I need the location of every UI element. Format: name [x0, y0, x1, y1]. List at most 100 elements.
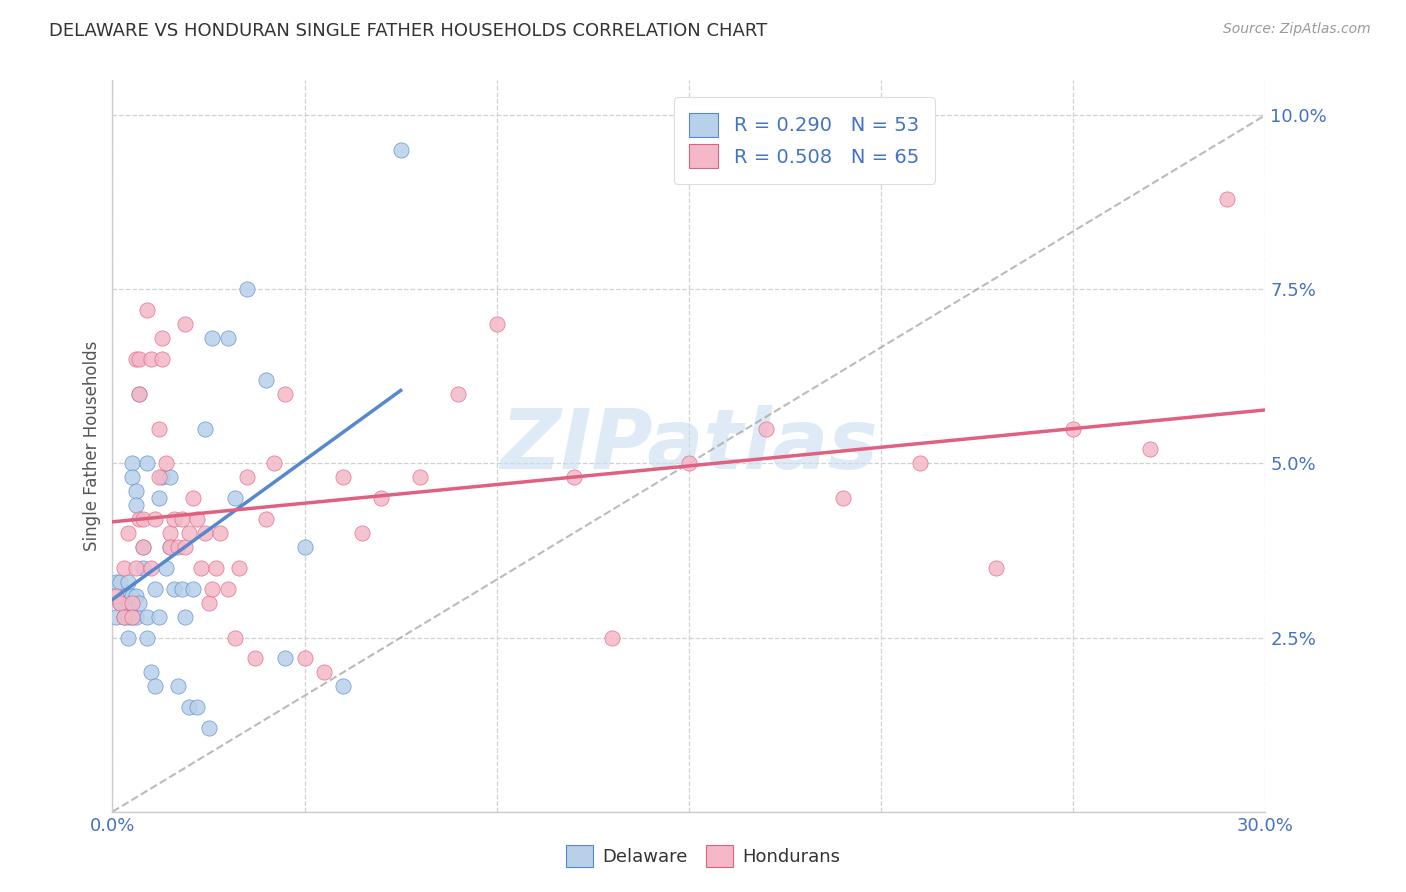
Point	[117, 596, 139, 610]
Text: Source: ZipAtlas.com: Source: ZipAtlas.com	[1223, 22, 1371, 37]
Point	[678, 457, 700, 471]
Point	[179, 700, 201, 714]
Point	[170, 512, 193, 526]
Point	[152, 470, 174, 484]
Point	[155, 561, 177, 575]
Point	[254, 512, 277, 526]
Point	[117, 609, 139, 624]
Point	[143, 582, 166, 596]
Point	[209, 526, 232, 541]
Point	[197, 596, 219, 610]
Point	[274, 651, 297, 665]
Point	[224, 491, 246, 506]
Point	[121, 609, 143, 624]
Point	[139, 351, 162, 366]
Point	[148, 421, 170, 435]
Point	[136, 303, 159, 318]
Point	[159, 540, 181, 554]
Point	[236, 282, 259, 296]
Text: DELAWARE VS HONDURAN SINGLE FATHER HOUSEHOLDS CORRELATION CHART: DELAWARE VS HONDURAN SINGLE FATHER HOUSE…	[49, 22, 768, 40]
Point	[166, 679, 188, 693]
Point	[181, 582, 204, 596]
Point	[132, 512, 155, 526]
Point	[112, 609, 135, 624]
Point	[186, 512, 208, 526]
Point	[228, 561, 250, 575]
Point	[108, 596, 131, 610]
Point	[112, 589, 135, 603]
Point	[132, 561, 155, 575]
Point	[485, 317, 508, 331]
Point	[1216, 192, 1239, 206]
Point	[117, 526, 139, 541]
Point	[205, 561, 228, 575]
Point	[190, 561, 212, 575]
Point	[152, 351, 174, 366]
Point	[121, 470, 143, 484]
Point	[136, 457, 159, 471]
Point	[197, 721, 219, 735]
Point	[128, 596, 150, 610]
Point	[294, 540, 316, 554]
Point	[108, 596, 131, 610]
Point	[755, 421, 778, 435]
Point	[174, 540, 197, 554]
Point	[312, 665, 335, 680]
Point	[117, 631, 139, 645]
Point	[600, 631, 623, 645]
Point	[194, 526, 217, 541]
Point	[124, 484, 146, 499]
Point	[224, 631, 246, 645]
Point	[136, 609, 159, 624]
Point	[370, 491, 392, 506]
Point	[155, 457, 177, 471]
Point	[105, 574, 128, 589]
Point	[294, 651, 316, 665]
Point	[143, 679, 166, 693]
Point	[332, 679, 354, 693]
Legend: Delaware, Hondurans: Delaware, Hondurans	[560, 838, 846, 874]
Point	[389, 143, 412, 157]
Point	[143, 512, 166, 526]
Point	[332, 470, 354, 484]
Point	[128, 512, 150, 526]
Y-axis label: Single Father Households: Single Father Households	[83, 341, 101, 551]
Point	[1062, 421, 1084, 435]
Point	[121, 589, 143, 603]
Point	[152, 331, 174, 345]
Point	[124, 498, 146, 512]
Point	[159, 526, 181, 541]
Point	[148, 609, 170, 624]
Point	[139, 665, 162, 680]
Point	[124, 589, 146, 603]
Point	[128, 386, 150, 401]
Point	[121, 609, 143, 624]
Point	[128, 351, 150, 366]
Point	[254, 373, 277, 387]
Point	[263, 457, 285, 471]
Point	[112, 561, 135, 575]
Point	[128, 386, 150, 401]
Point	[124, 609, 146, 624]
Point	[179, 526, 201, 541]
Point	[148, 491, 170, 506]
Point	[117, 574, 139, 589]
Point	[562, 470, 585, 484]
Point	[112, 609, 135, 624]
Point	[163, 582, 186, 596]
Point	[108, 574, 131, 589]
Point	[159, 470, 181, 484]
Point	[243, 651, 266, 665]
Point	[186, 700, 208, 714]
Point	[136, 631, 159, 645]
Point	[105, 589, 128, 603]
Point	[124, 351, 146, 366]
Point	[124, 561, 146, 575]
Point	[201, 582, 224, 596]
Point	[201, 331, 224, 345]
Point	[139, 561, 162, 575]
Point	[174, 609, 197, 624]
Point	[112, 596, 135, 610]
Point	[236, 470, 259, 484]
Point	[831, 491, 853, 506]
